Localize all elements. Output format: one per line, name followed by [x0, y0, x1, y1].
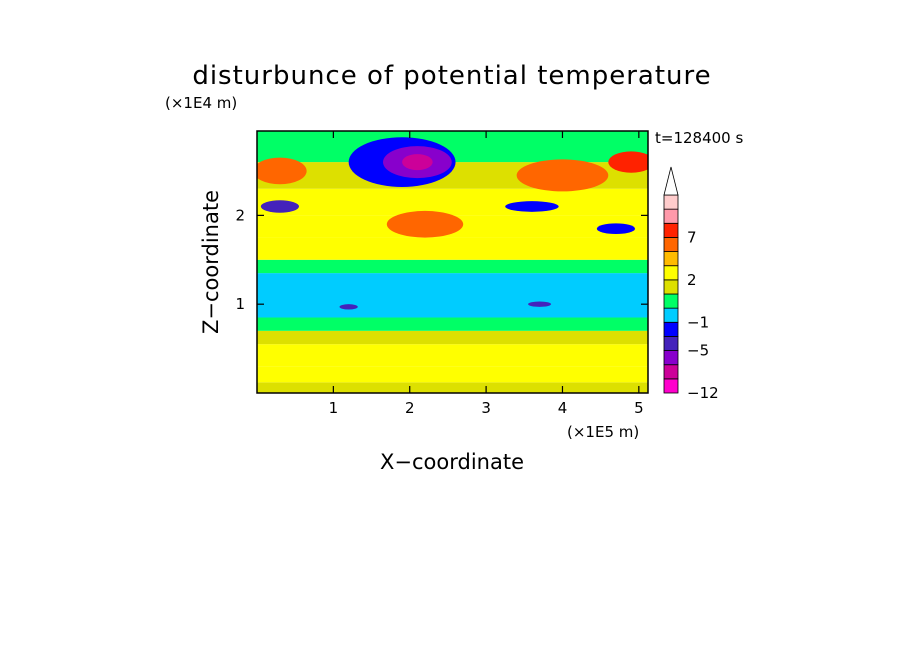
- field-band: [257, 344, 648, 367]
- colorbar-segment: [663, 237, 679, 252]
- x-tick-label: 4: [558, 399, 568, 417]
- field-feature: [402, 154, 433, 171]
- field-feature: [339, 304, 358, 310]
- colorbar-segment: [663, 321, 679, 337]
- colorbar-segment: [663, 265, 679, 281]
- x-tick-label: 3: [481, 399, 491, 417]
- colorbar-segment: [663, 293, 679, 309]
- field-band: [257, 317, 648, 331]
- colorbar: −12−5−127: [663, 166, 719, 402]
- y-axis: 12: [235, 206, 648, 313]
- x-axis: 1 2 3 4 5: [329, 131, 644, 417]
- field-feature: [608, 151, 648, 173]
- colorbar-segment: [663, 279, 679, 295]
- x-axis-title: X−coordinate: [380, 450, 524, 474]
- field-feature: [257, 157, 307, 185]
- colorbar-segment: [663, 251, 679, 267]
- field-band: [257, 382, 648, 393]
- x-tick-label: 1: [329, 399, 339, 417]
- field-band: [257, 366, 648, 383]
- field-band: [257, 188, 648, 216]
- field-feature: [260, 200, 300, 213]
- field-feature: [386, 210, 464, 238]
- colorbar-segment: [663, 307, 679, 323]
- y-unit-label: (×1E4 m): [165, 94, 237, 112]
- colorbar-segment: [663, 364, 679, 380]
- plot-area: [257, 131, 648, 393]
- field-band: [257, 237, 648, 260]
- colorbar-label: 7: [687, 228, 697, 246]
- field-band: [257, 259, 648, 274]
- colorbar-segment: [663, 222, 679, 238]
- colorbar-segment: [663, 194, 679, 210]
- colorbar-label: −5: [687, 342, 709, 360]
- field-feature: [505, 201, 559, 212]
- colorbar-segment: [663, 350, 679, 366]
- colorbar-segment: [663, 336, 679, 351]
- chart-title: disturbunce of potential temperature: [192, 61, 711, 91]
- field-feature: [528, 301, 552, 307]
- x-unit-label: (×1E5 m): [567, 423, 639, 441]
- y-axis-title: Z−coordinate: [199, 190, 223, 334]
- field-band: [257, 273, 648, 318]
- x-tick-label: 5: [634, 399, 644, 417]
- plot-frame: [256, 130, 649, 394]
- colorbar-segment: [663, 378, 679, 394]
- field-feature: [516, 159, 609, 192]
- colorbar-segment: [663, 208, 679, 224]
- y-tick-label: 1: [235, 295, 245, 313]
- field-band: [257, 330, 648, 345]
- field-feature: [596, 223, 636, 235]
- colorbar-extend-arrow: [663, 166, 679, 196]
- colorbar-label: −12: [687, 384, 719, 402]
- colorbar-label: −1: [687, 313, 709, 331]
- colorbar-label: 2: [687, 271, 697, 289]
- x-tick-label: 2: [405, 399, 415, 417]
- time-label: t=128400 s: [655, 129, 743, 147]
- y-tick-label: 2: [235, 206, 245, 224]
